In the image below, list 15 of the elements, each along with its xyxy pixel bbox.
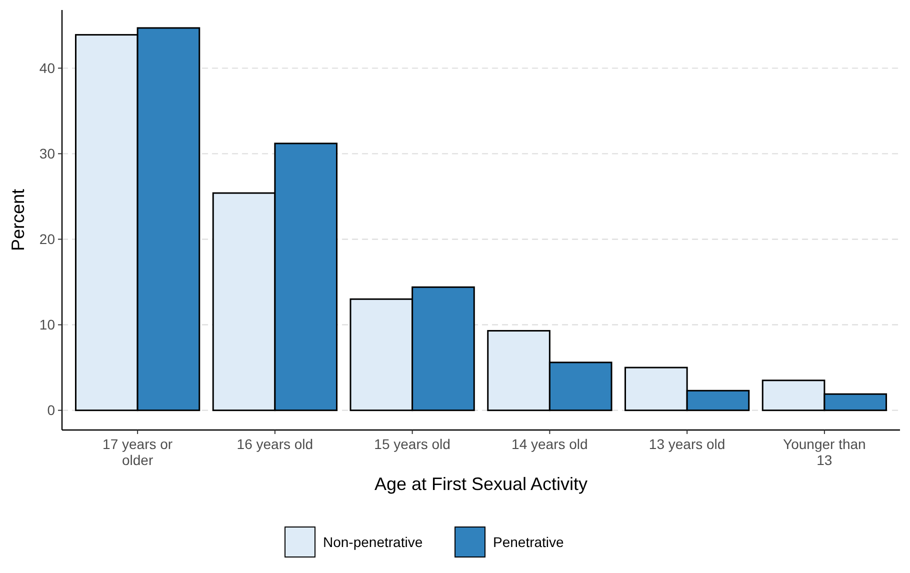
y-tick-label: 40 xyxy=(39,60,56,76)
y-tick-label: 20 xyxy=(39,231,56,248)
legend-label: Non-penetrative xyxy=(323,534,423,550)
y-axis-title: Percent xyxy=(8,188,28,252)
x-tick-label: 15 years old xyxy=(374,436,450,452)
x-tick-label: 16 years old xyxy=(236,436,314,452)
x-tick-label: 13 years old xyxy=(648,436,726,452)
x-tick-label: 17 years or older xyxy=(102,436,173,468)
x-tick-label: 14 years old xyxy=(512,436,588,452)
y-tick-label: 0 xyxy=(47,402,56,418)
legend-label: Penetrative xyxy=(493,534,564,550)
x-axis-title: Age at First Sexual Activity xyxy=(374,474,588,494)
x-tick-label: Younger than 13 xyxy=(783,436,866,468)
y-tick-label: 10 xyxy=(39,316,56,333)
y-tick-label: 30 xyxy=(39,146,56,162)
